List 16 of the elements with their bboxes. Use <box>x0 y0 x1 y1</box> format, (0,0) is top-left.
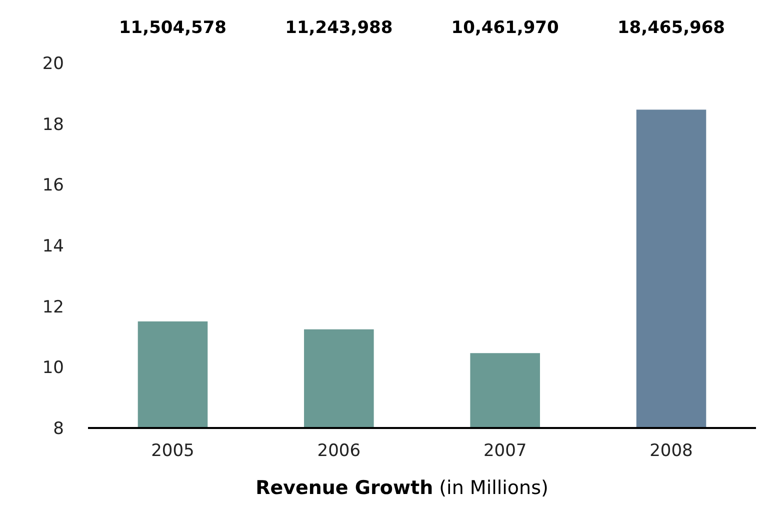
x-axis-title: Revenue Growth (in Millions) <box>256 477 548 499</box>
y-tick-label: 20 <box>42 54 64 74</box>
x-tick-label: 2007 <box>483 441 527 461</box>
text: 18,465,968 <box>617 18 726 38</box>
text: 10,461,970 <box>451 18 560 38</box>
y-tick-label: 16 <box>42 176 64 196</box>
y-tick-label: 8 <box>53 418 64 439</box>
x-tick-label: 2005 <box>151 441 194 461</box>
y-tick-label: 18 <box>42 114 64 135</box>
y-tick-label: 12 <box>42 297 64 318</box>
text: 11,243,988 <box>285 18 393 38</box>
x-tick-label: 2006 <box>317 441 361 461</box>
text: 11,504,578 <box>118 18 227 38</box>
y-tick-label: 10 <box>42 358 64 378</box>
x-tick-label: 2008 <box>650 441 693 461</box>
y-tick-label: 14 <box>42 236 64 256</box>
